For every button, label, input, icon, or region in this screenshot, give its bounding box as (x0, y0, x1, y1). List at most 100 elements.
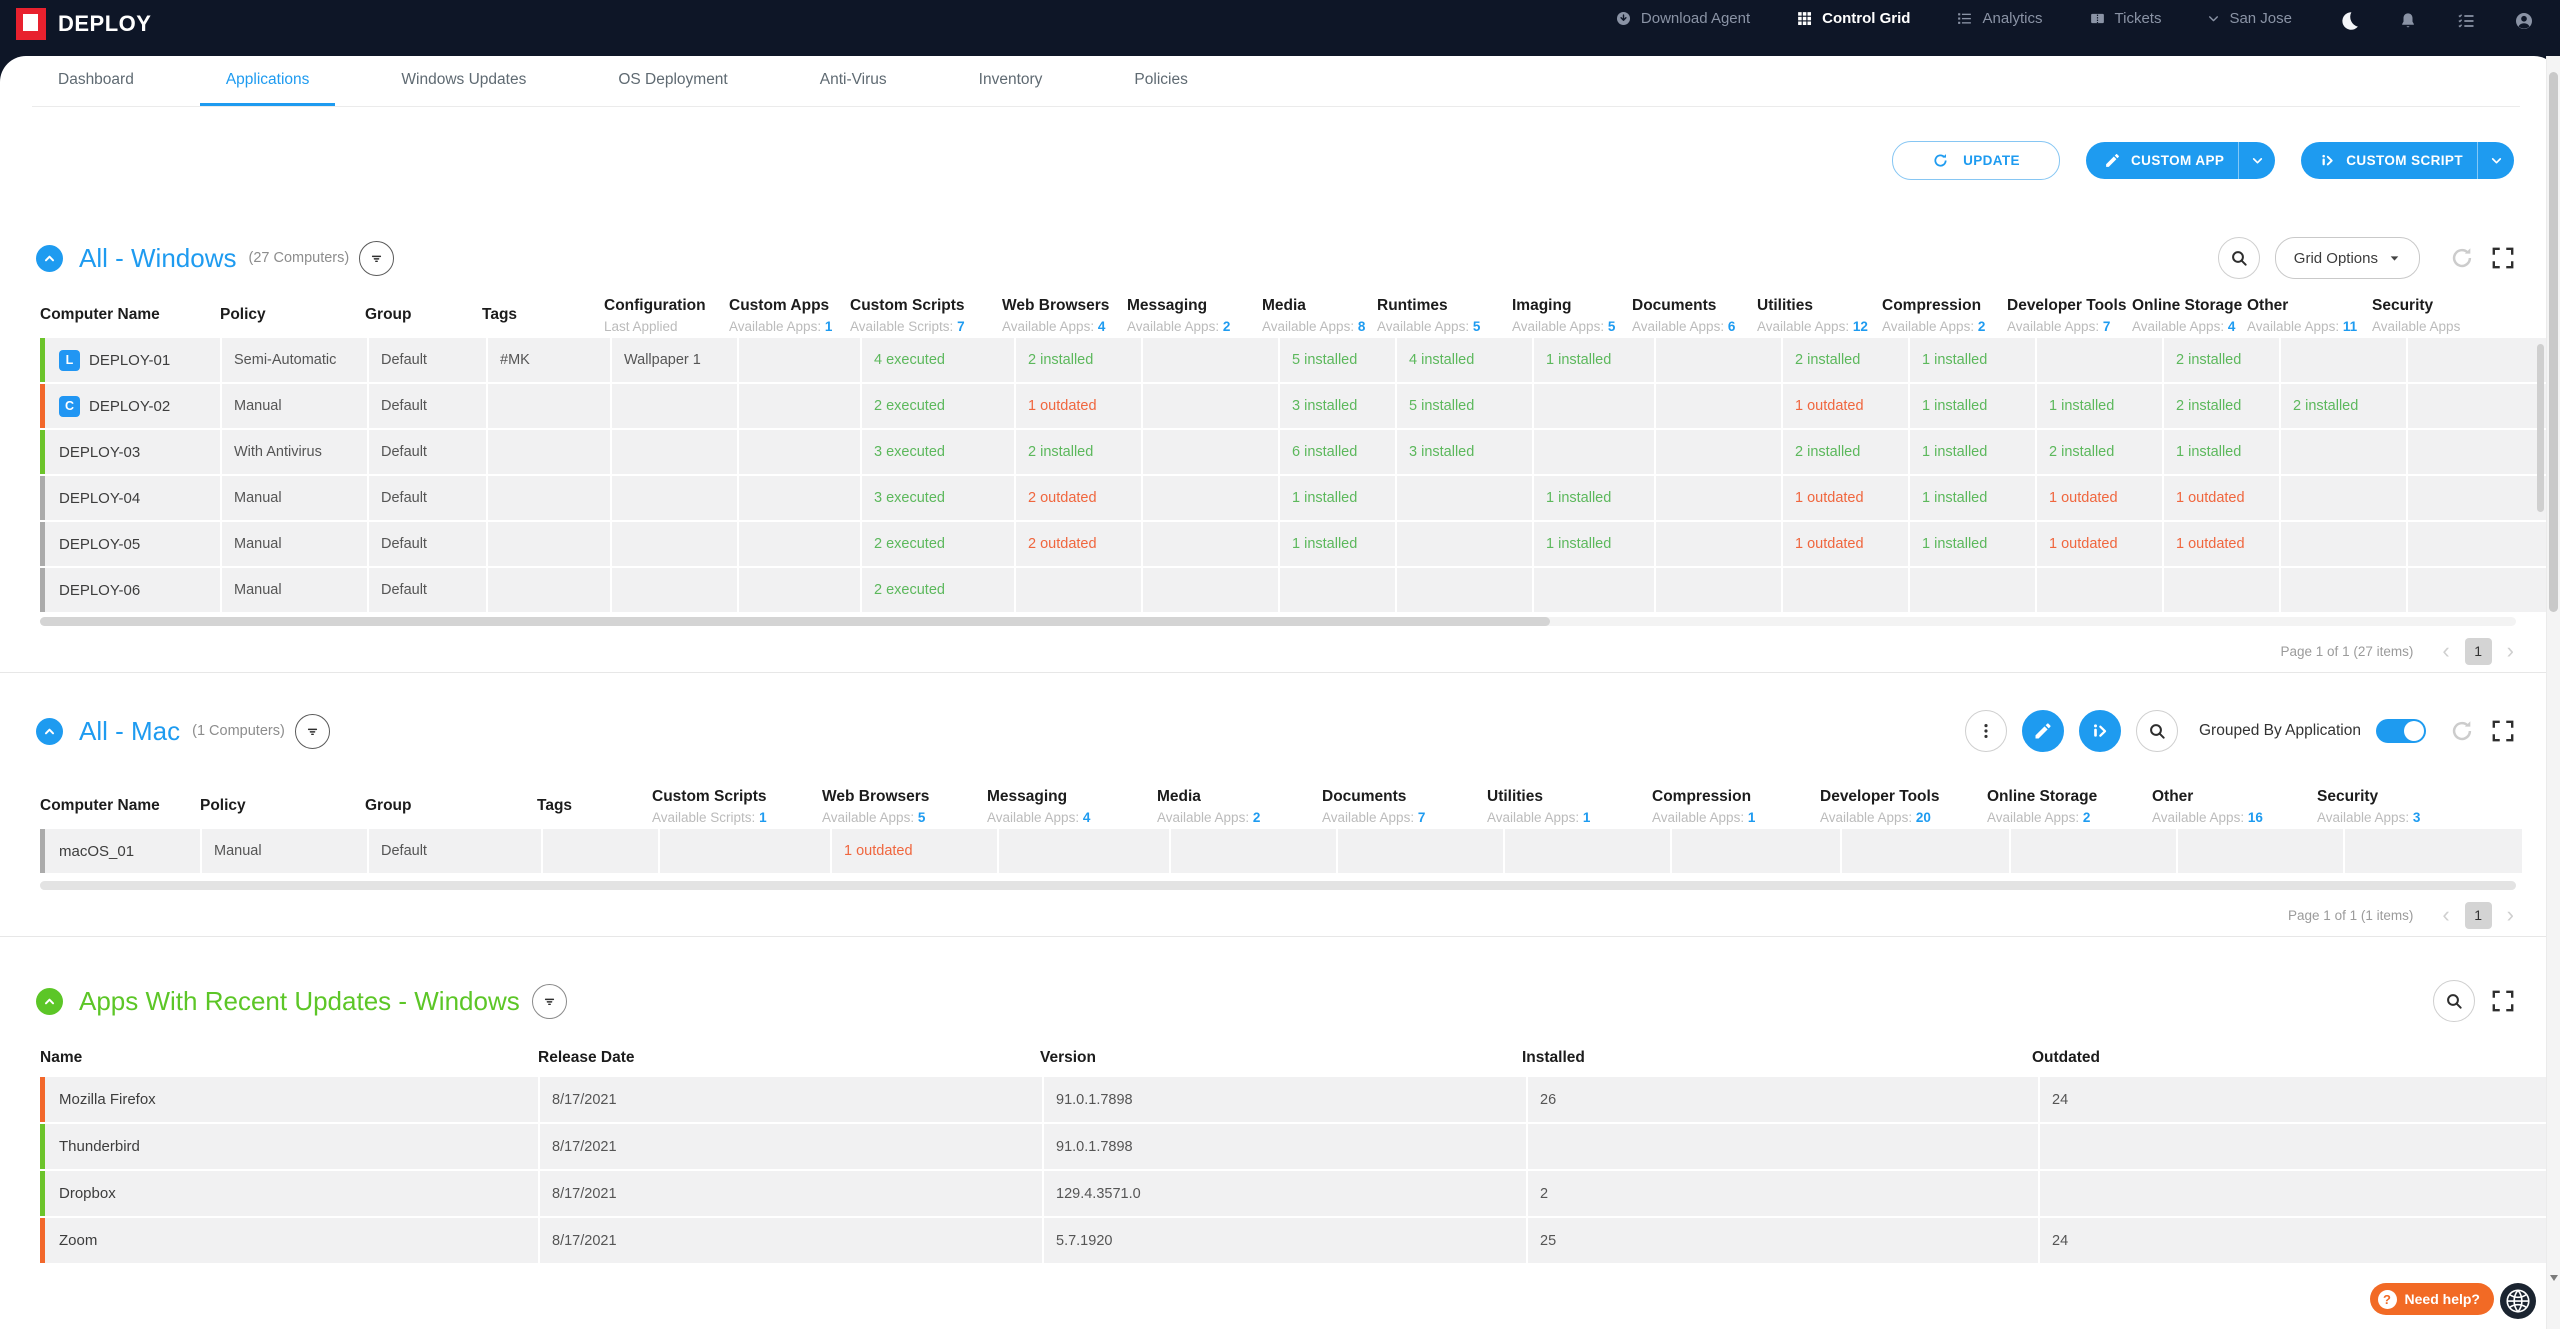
tab-anti-virus[interactable]: Anti-Virus (819, 70, 887, 88)
grid-options-dropdown[interactable]: Grid Options (2274, 237, 2420, 279)
next-page-icon[interactable]: › (2506, 638, 2514, 663)
profile-icon[interactable] (2514, 11, 2534, 31)
run-script-icon[interactable] (2079, 710, 2121, 752)
table-row[interactable]: Thunderbird 8/17/2021 91.0.1.7898 (40, 1124, 2560, 1169)
tab-windows-updates[interactable]: Windows Updates (401, 70, 527, 88)
moon-icon[interactable] (2338, 10, 2360, 32)
search-icon[interactable] (2136, 710, 2178, 752)
edit-pencil-icon[interactable] (2022, 710, 2064, 752)
column-header-developer-tools[interactable]: Developer Tools Available Apps: 20 (1820, 783, 1987, 829)
column-header-name[interactable]: Name (40, 1039, 538, 1077)
scrollbar-thumb[interactable] (2549, 72, 2558, 612)
column-header-group[interactable]: Group (365, 783, 537, 829)
column-header-configuration[interactable]: Configuration Last Applied (604, 292, 729, 338)
bell-icon[interactable] (2398, 11, 2418, 31)
prev-page-icon[interactable]: ‹ (2442, 638, 2450, 663)
filter-icon[interactable] (531, 983, 567, 1019)
column-header-documents[interactable]: Documents Available Apps: 6 (1632, 292, 1757, 338)
column-header-custom-scripts[interactable]: Custom Scripts Available Scripts: 1 (652, 783, 822, 829)
column-header-tags[interactable]: Tags (482, 292, 604, 338)
mac-grid-horizontal-scrollbar[interactable] (40, 881, 2516, 890)
column-header-developer-tools[interactable]: Developer Tools Available Apps: 7 (2007, 292, 2132, 338)
filter-icon[interactable] (359, 240, 395, 276)
need-help-button[interactable]: ? Need help? (2369, 1283, 2494, 1315)
fullscreen-icon[interactable] (2490, 245, 2516, 271)
language-globe-icon[interactable] (2500, 1283, 2536, 1319)
column-header-security[interactable]: Security Available Apps: 3 (2317, 783, 2494, 829)
custom-app-dropdown[interactable] (2238, 142, 2275, 179)
nav-location-selector[interactable]: San Jose (2207, 10, 2292, 27)
column-header-online-storage[interactable]: Online Storage Available Apps: 2 (1987, 783, 2152, 829)
column-header-custom-apps[interactable]: Custom Apps Available Apps: 1 (729, 292, 850, 338)
column-header-custom-scripts[interactable]: Custom Scripts Available Scripts: 7 (850, 292, 1002, 338)
table-row[interactable]: DEPLOY-05 Manual Default 2 executed 2 outdat… (40, 522, 2560, 566)
nav-download-agent[interactable]: Download Agent (1615, 10, 1750, 27)
column-header-computer-name[interactable]: Computer Name (40, 783, 200, 829)
column-header-security[interactable]: Security Available Apps (2372, 292, 2560, 338)
page-number-button[interactable]: 1 (2464, 637, 2492, 665)
scroll-down-arrow-icon[interactable] (2550, 1275, 2558, 1281)
column-header-outdated[interactable]: Outdated (2032, 1039, 2540, 1077)
search-icon[interactable] (2217, 237, 2260, 279)
custom-script-dropdown[interactable] (2477, 142, 2514, 179)
nav-tickets[interactable]: Tickets (2089, 10, 2161, 27)
column-header-installed[interactable]: Installed (1522, 1039, 2032, 1077)
custom-script-button[interactable]: CUSTOM SCRIPT (2301, 142, 2514, 179)
column-header-other[interactable]: Other Available Apps: 11 (2247, 292, 2372, 338)
collapse-windows-button[interactable] (36, 244, 63, 272)
column-header-documents[interactable]: Documents Available Apps: 7 (1322, 783, 1487, 829)
column-header-computer-name[interactable]: Computer Name (40, 292, 220, 338)
column-header-runtimes[interactable]: Runtimes Available Apps: 5 (1377, 292, 1512, 338)
column-header-web-browsers[interactable]: Web Browsers Available Apps: 4 (1002, 292, 1127, 338)
more-options-kebab-icon[interactable] (1965, 710, 2007, 752)
tab-dashboard[interactable]: Dashboard (58, 70, 134, 88)
windows-grid-horizontal-scrollbar[interactable] (40, 617, 2516, 626)
custom-app-button[interactable]: CUSTOM APP (2086, 142, 2276, 179)
fullscreen-icon[interactable] (2490, 718, 2516, 744)
column-header-imaging[interactable]: Imaging Available Apps: 5 (1512, 292, 1632, 338)
filter-icon[interactable] (294, 713, 330, 749)
column-header-policy[interactable]: Policy (220, 292, 365, 338)
tab-os-deployment[interactable]: OS Deployment (618, 70, 728, 88)
table-row[interactable]: Zoom 8/17/2021 5.7.1920 25 24 (40, 1218, 2560, 1263)
column-header-tags[interactable]: Tags (537, 783, 652, 829)
refresh-grid-icon[interactable] (2449, 718, 2475, 744)
column-header-compression[interactable]: Compression Available Apps: 1 (1652, 783, 1820, 829)
column-header-other[interactable]: Other Available Apps: 16 (2152, 783, 2317, 829)
grouped-by-application-toggle[interactable] (2376, 719, 2426, 743)
table-row[interactable]: Mozilla Firefox 8/17/2021 91.0.1.7898 26 24 (40, 1077, 2560, 1122)
refresh-grid-icon[interactable] (2449, 245, 2475, 271)
fullscreen-icon[interactable] (2490, 988, 2516, 1014)
column-header-web-browsers[interactable]: Web Browsers Available Apps: 5 (822, 783, 987, 829)
nav-control-grid[interactable]: Control Grid (1796, 10, 1910, 27)
column-header-compression[interactable]: Compression Available Apps: 2 (1882, 292, 2007, 338)
column-header-messaging[interactable]: Messaging Available Apps: 4 (987, 783, 1157, 829)
table-row[interactable]: macOS_01 Manual Default 1 outdated (40, 829, 2560, 873)
column-header-group[interactable]: Group (365, 292, 482, 338)
column-header-online-storage[interactable]: Online Storage Available Apps: 4 (2132, 292, 2247, 338)
table-row[interactable]: C DEPLOY-02 Manual Default 2 executed 1 outda… (40, 384, 2560, 428)
prev-page-icon[interactable]: ‹ (2442, 902, 2450, 927)
collapse-apps-button[interactable] (36, 987, 63, 1015)
column-header-utilities[interactable]: Utilities Available Apps: 12 (1757, 292, 1882, 338)
column-header-messaging[interactable]: Messaging Available Apps: 2 (1127, 292, 1262, 338)
table-row[interactable]: DEPLOY-03 With Antivirus Default 3 executed… (40, 430, 2560, 474)
tab-policies[interactable]: Policies (1134, 70, 1188, 88)
column-header-utilities[interactable]: Utilities Available Apps: 1 (1487, 783, 1652, 829)
tab-inventory[interactable]: Inventory (978, 70, 1043, 88)
column-header-media[interactable]: Media Available Apps: 2 (1157, 783, 1322, 829)
collapse-mac-button[interactable] (36, 717, 63, 745)
windows-grid-vertical-scrollbar[interactable] (2537, 344, 2544, 512)
window-scrollbar[interactable] (2546, 56, 2560, 1329)
column-header-version[interactable]: Version (1040, 1039, 1522, 1077)
table-row[interactable]: L DEPLOY-01 Semi-Automatic Default #MK Wallpa… (40, 338, 2560, 382)
update-button[interactable]: UPDATE (1892, 141, 2061, 180)
column-header-policy[interactable]: Policy (200, 783, 365, 829)
table-row[interactable]: DEPLOY-04 Manual Default 3 executed 2 outdat… (40, 476, 2560, 520)
search-icon[interactable] (2433, 980, 2475, 1022)
column-header-media[interactable]: Media Available Apps: 8 (1262, 292, 1377, 338)
page-number-button[interactable]: 1 (2464, 901, 2492, 929)
checklist-icon[interactable] (2456, 11, 2476, 31)
nav-analytics[interactable]: Analytics (1956, 10, 2043, 27)
next-page-icon[interactable]: › (2506, 902, 2514, 927)
